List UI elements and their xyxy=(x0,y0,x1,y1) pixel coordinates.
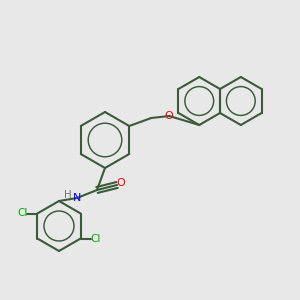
Text: H: H xyxy=(64,190,72,200)
Text: N: N xyxy=(73,193,81,203)
Text: Cl: Cl xyxy=(17,208,28,218)
Text: O: O xyxy=(165,111,174,121)
Text: O: O xyxy=(117,178,125,188)
Text: Cl: Cl xyxy=(91,233,101,244)
